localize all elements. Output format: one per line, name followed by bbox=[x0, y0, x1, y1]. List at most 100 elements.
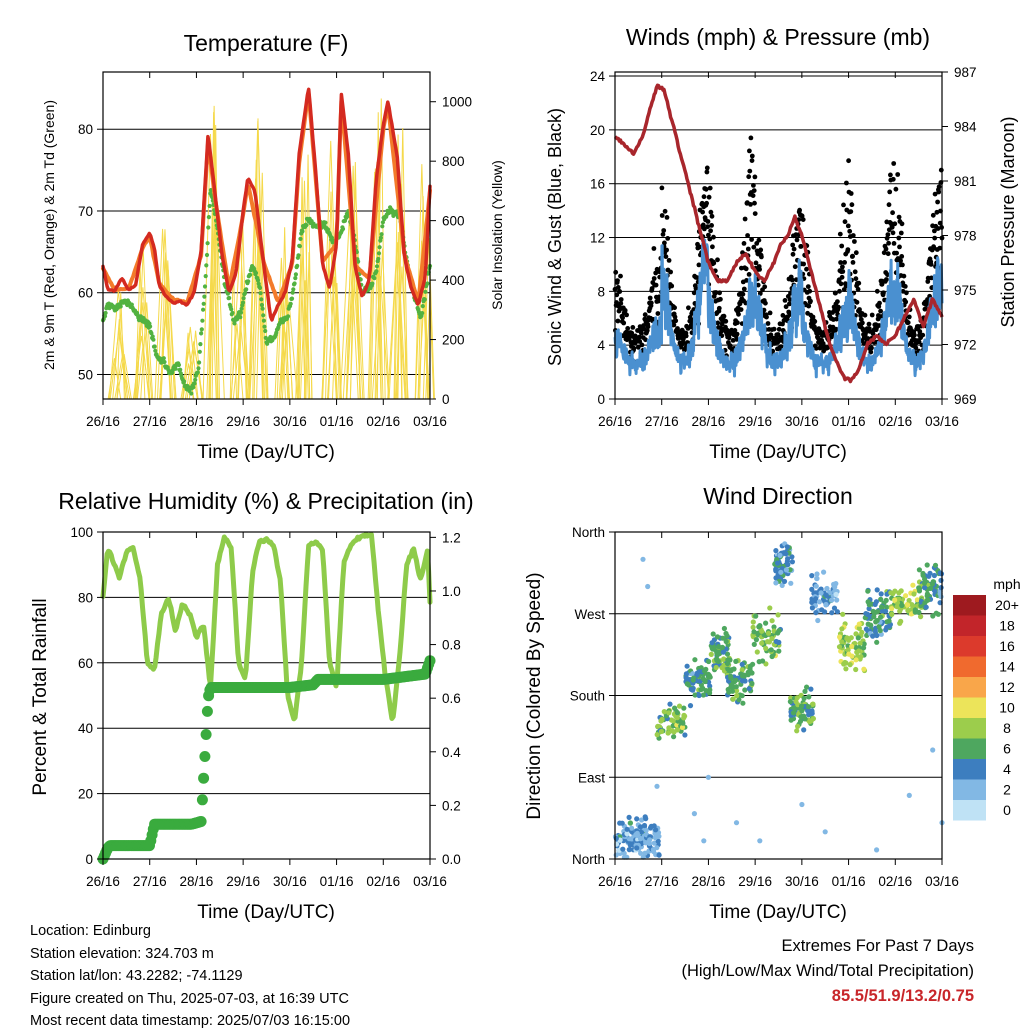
gust-point bbox=[705, 224, 710, 230]
gust-point bbox=[757, 267, 762, 272]
gust-point bbox=[829, 332, 835, 337]
gust-point bbox=[710, 244, 715, 250]
direction-point bbox=[806, 704, 812, 710]
direction-point bbox=[739, 661, 745, 667]
dewpoint-point bbox=[103, 310, 108, 316]
gust-point bbox=[716, 305, 722, 311]
x-tick-label: 28/16 bbox=[180, 874, 214, 889]
x-tick-label: 03/16 bbox=[413, 414, 447, 429]
dewpoint-point bbox=[162, 359, 167, 365]
direction-point bbox=[620, 846, 626, 852]
y-tick-label-right: 400 bbox=[442, 273, 465, 288]
gust-point bbox=[840, 269, 846, 274]
gust-point bbox=[758, 247, 764, 253]
gust-point bbox=[889, 224, 895, 230]
gust-point bbox=[887, 189, 893, 195]
direction-point bbox=[844, 635, 850, 641]
gust-point bbox=[715, 257, 720, 263]
dewpoint-point bbox=[240, 300, 246, 305]
direction-point bbox=[870, 633, 876, 639]
dewpoint-point bbox=[201, 301, 206, 306]
direction-point bbox=[874, 639, 880, 645]
humidity-plot-frame bbox=[102, 531, 431, 860]
direction-point bbox=[729, 682, 735, 688]
direction-point bbox=[823, 602, 829, 608]
y-tick-label-right: 0 bbox=[442, 392, 450, 407]
gust-point bbox=[935, 226, 941, 231]
gust-point bbox=[624, 312, 629, 318]
y-tick-label: 24 bbox=[590, 69, 606, 84]
direction-point bbox=[690, 677, 696, 683]
direction-point bbox=[707, 683, 713, 689]
direction-point bbox=[696, 692, 702, 699]
gust-point bbox=[734, 331, 740, 337]
direction-point bbox=[833, 591, 839, 598]
gust-point bbox=[874, 288, 880, 294]
gust-point bbox=[839, 243, 845, 249]
direction-point bbox=[751, 629, 757, 635]
gust-point bbox=[613, 269, 619, 275]
gust-point bbox=[748, 202, 753, 207]
y-tick-label: 60 bbox=[78, 286, 93, 301]
gust-point bbox=[853, 250, 859, 256]
solar-y-ticks: 0 200 400 600 800 1000 bbox=[430, 95, 472, 407]
direction-point bbox=[814, 575, 820, 582]
station-info: Location: Edinburg Station elevation: 32… bbox=[30, 920, 350, 1033]
direction-point bbox=[739, 678, 746, 684]
solar-spike bbox=[321, 140, 340, 400]
direction-point bbox=[810, 716, 817, 722]
y-tick-label: 80 bbox=[78, 122, 93, 137]
gust-point bbox=[780, 313, 786, 318]
direction-point bbox=[727, 673, 734, 679]
dewpoint-point bbox=[206, 225, 211, 230]
direction-point bbox=[720, 635, 726, 641]
gust-point bbox=[799, 213, 805, 219]
dewpoint-point bbox=[206, 215, 211, 220]
direction-point bbox=[853, 666, 859, 673]
direction-point bbox=[669, 728, 675, 734]
gust-point bbox=[870, 331, 876, 336]
gust-point bbox=[672, 305, 677, 311]
direction-point bbox=[802, 688, 808, 695]
direction-point bbox=[724, 660, 731, 667]
direction-point bbox=[665, 730, 671, 736]
x-tick-label: 01/16 bbox=[832, 874, 866, 889]
direction-point bbox=[733, 684, 739, 690]
direction-point bbox=[773, 548, 779, 554]
gust-point bbox=[862, 312, 868, 318]
x-tick-label: 26/16 bbox=[598, 874, 632, 889]
temperature-title: Temperature (F) bbox=[184, 30, 349, 56]
direction-point bbox=[714, 652, 721, 658]
y-tick-label-right: 978 bbox=[954, 229, 977, 244]
direction-point bbox=[821, 569, 827, 575]
direction-point bbox=[856, 621, 862, 627]
gust-point bbox=[932, 235, 938, 241]
direction-point bbox=[753, 613, 759, 619]
gust-point bbox=[651, 246, 657, 251]
gust-point bbox=[738, 307, 744, 312]
y-tick-label-right: 0.2 bbox=[442, 798, 461, 813]
gust-point bbox=[844, 180, 849, 186]
direction-point bbox=[878, 596, 884, 603]
direction-point bbox=[805, 708, 811, 714]
direction-point bbox=[865, 588, 871, 594]
gust-point bbox=[884, 235, 890, 241]
gust-point bbox=[617, 289, 623, 294]
direction-point bbox=[918, 614, 924, 620]
direction-point bbox=[639, 829, 645, 835]
direction-point bbox=[925, 597, 931, 603]
direction-point bbox=[832, 584, 838, 590]
gust-point bbox=[936, 189, 942, 195]
direction-point bbox=[642, 850, 648, 856]
y-tick-label-right: 600 bbox=[442, 214, 465, 229]
colorbar-swatch bbox=[953, 656, 986, 677]
direction-point bbox=[775, 612, 781, 618]
gust-point bbox=[922, 306, 928, 312]
gust-point bbox=[866, 321, 872, 327]
dewpoint-point bbox=[151, 337, 156, 342]
relative-humidity-line bbox=[100, 531, 433, 722]
solar-spike bbox=[202, 134, 219, 400]
colorbar-swatch bbox=[953, 800, 986, 821]
x-tick-label: 28/16 bbox=[692, 874, 726, 889]
direction-point bbox=[840, 611, 846, 617]
